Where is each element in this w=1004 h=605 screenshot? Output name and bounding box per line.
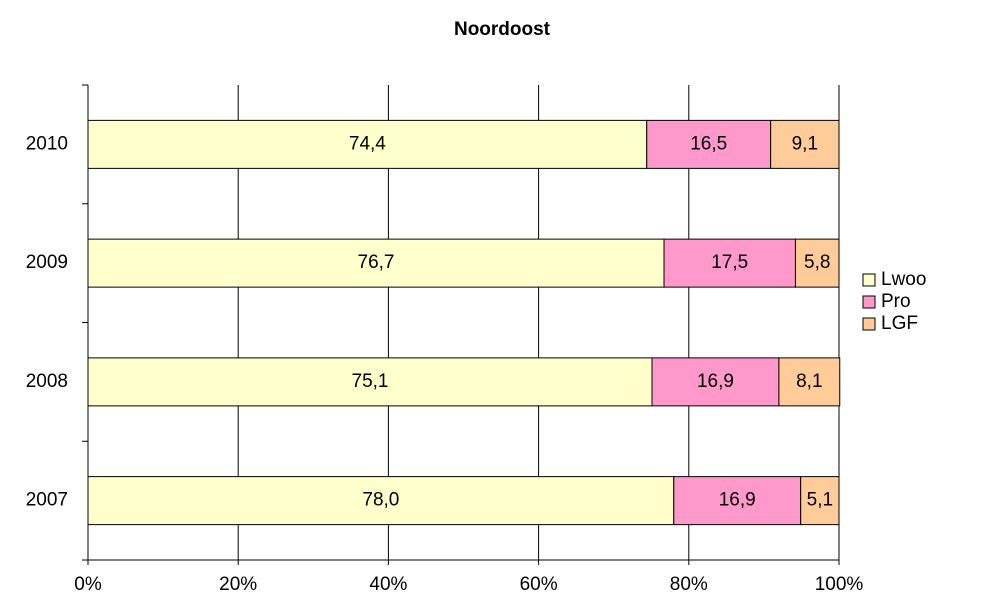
bar-segment [663, 238, 796, 288]
bar-segment [778, 357, 841, 407]
x-tick-label: 80% [670, 574, 708, 595]
legend-swatch [862, 273, 876, 287]
y-tick-label: 2007 [26, 490, 68, 511]
x-tick-label: 40% [369, 574, 407, 595]
legend-label: LGF [881, 313, 918, 334]
bar-segment [651, 357, 780, 407]
y-tick-label: 2009 [26, 252, 68, 273]
data-label: 17,5 [711, 252, 748, 273]
data-label: 76,7 [358, 252, 395, 273]
x-tick-label: 100% [815, 574, 864, 595]
legend-label: Lwoo [881, 269, 926, 290]
legend-label: Pro [881, 291, 911, 312]
data-label: 75,1 [352, 371, 389, 392]
legend-swatch [862, 295, 876, 309]
bar-segment [87, 357, 653, 407]
bar-segment [87, 476, 675, 526]
x-tick-label: 0% [74, 574, 102, 595]
bar-segment [87, 119, 648, 169]
data-label: 5,1 [807, 490, 833, 511]
x-tick-label: 60% [520, 574, 558, 595]
chart-title: Noordoost [454, 19, 551, 40]
data-label: 5,8 [804, 252, 830, 273]
bar-segment [800, 476, 840, 526]
bar-segment [646, 119, 772, 169]
legend-swatch [862, 317, 876, 331]
data-label: 16,5 [690, 133, 727, 154]
bar-segment [87, 238, 665, 288]
data-label: 78,0 [362, 490, 399, 511]
y-tick-label: 2010 [26, 133, 68, 154]
data-label: 74,4 [349, 133, 386, 154]
data-label: 8,1 [796, 371, 822, 392]
x-tick-label: 20% [219, 574, 257, 595]
y-tick-label: 2008 [26, 371, 68, 392]
bar-segment [770, 119, 840, 169]
data-label: 16,9 [719, 490, 756, 511]
bar-segment [673, 476, 802, 526]
data-label: 16,9 [697, 371, 734, 392]
data-label: 9,1 [792, 133, 818, 154]
bar-segment [794, 238, 840, 288]
